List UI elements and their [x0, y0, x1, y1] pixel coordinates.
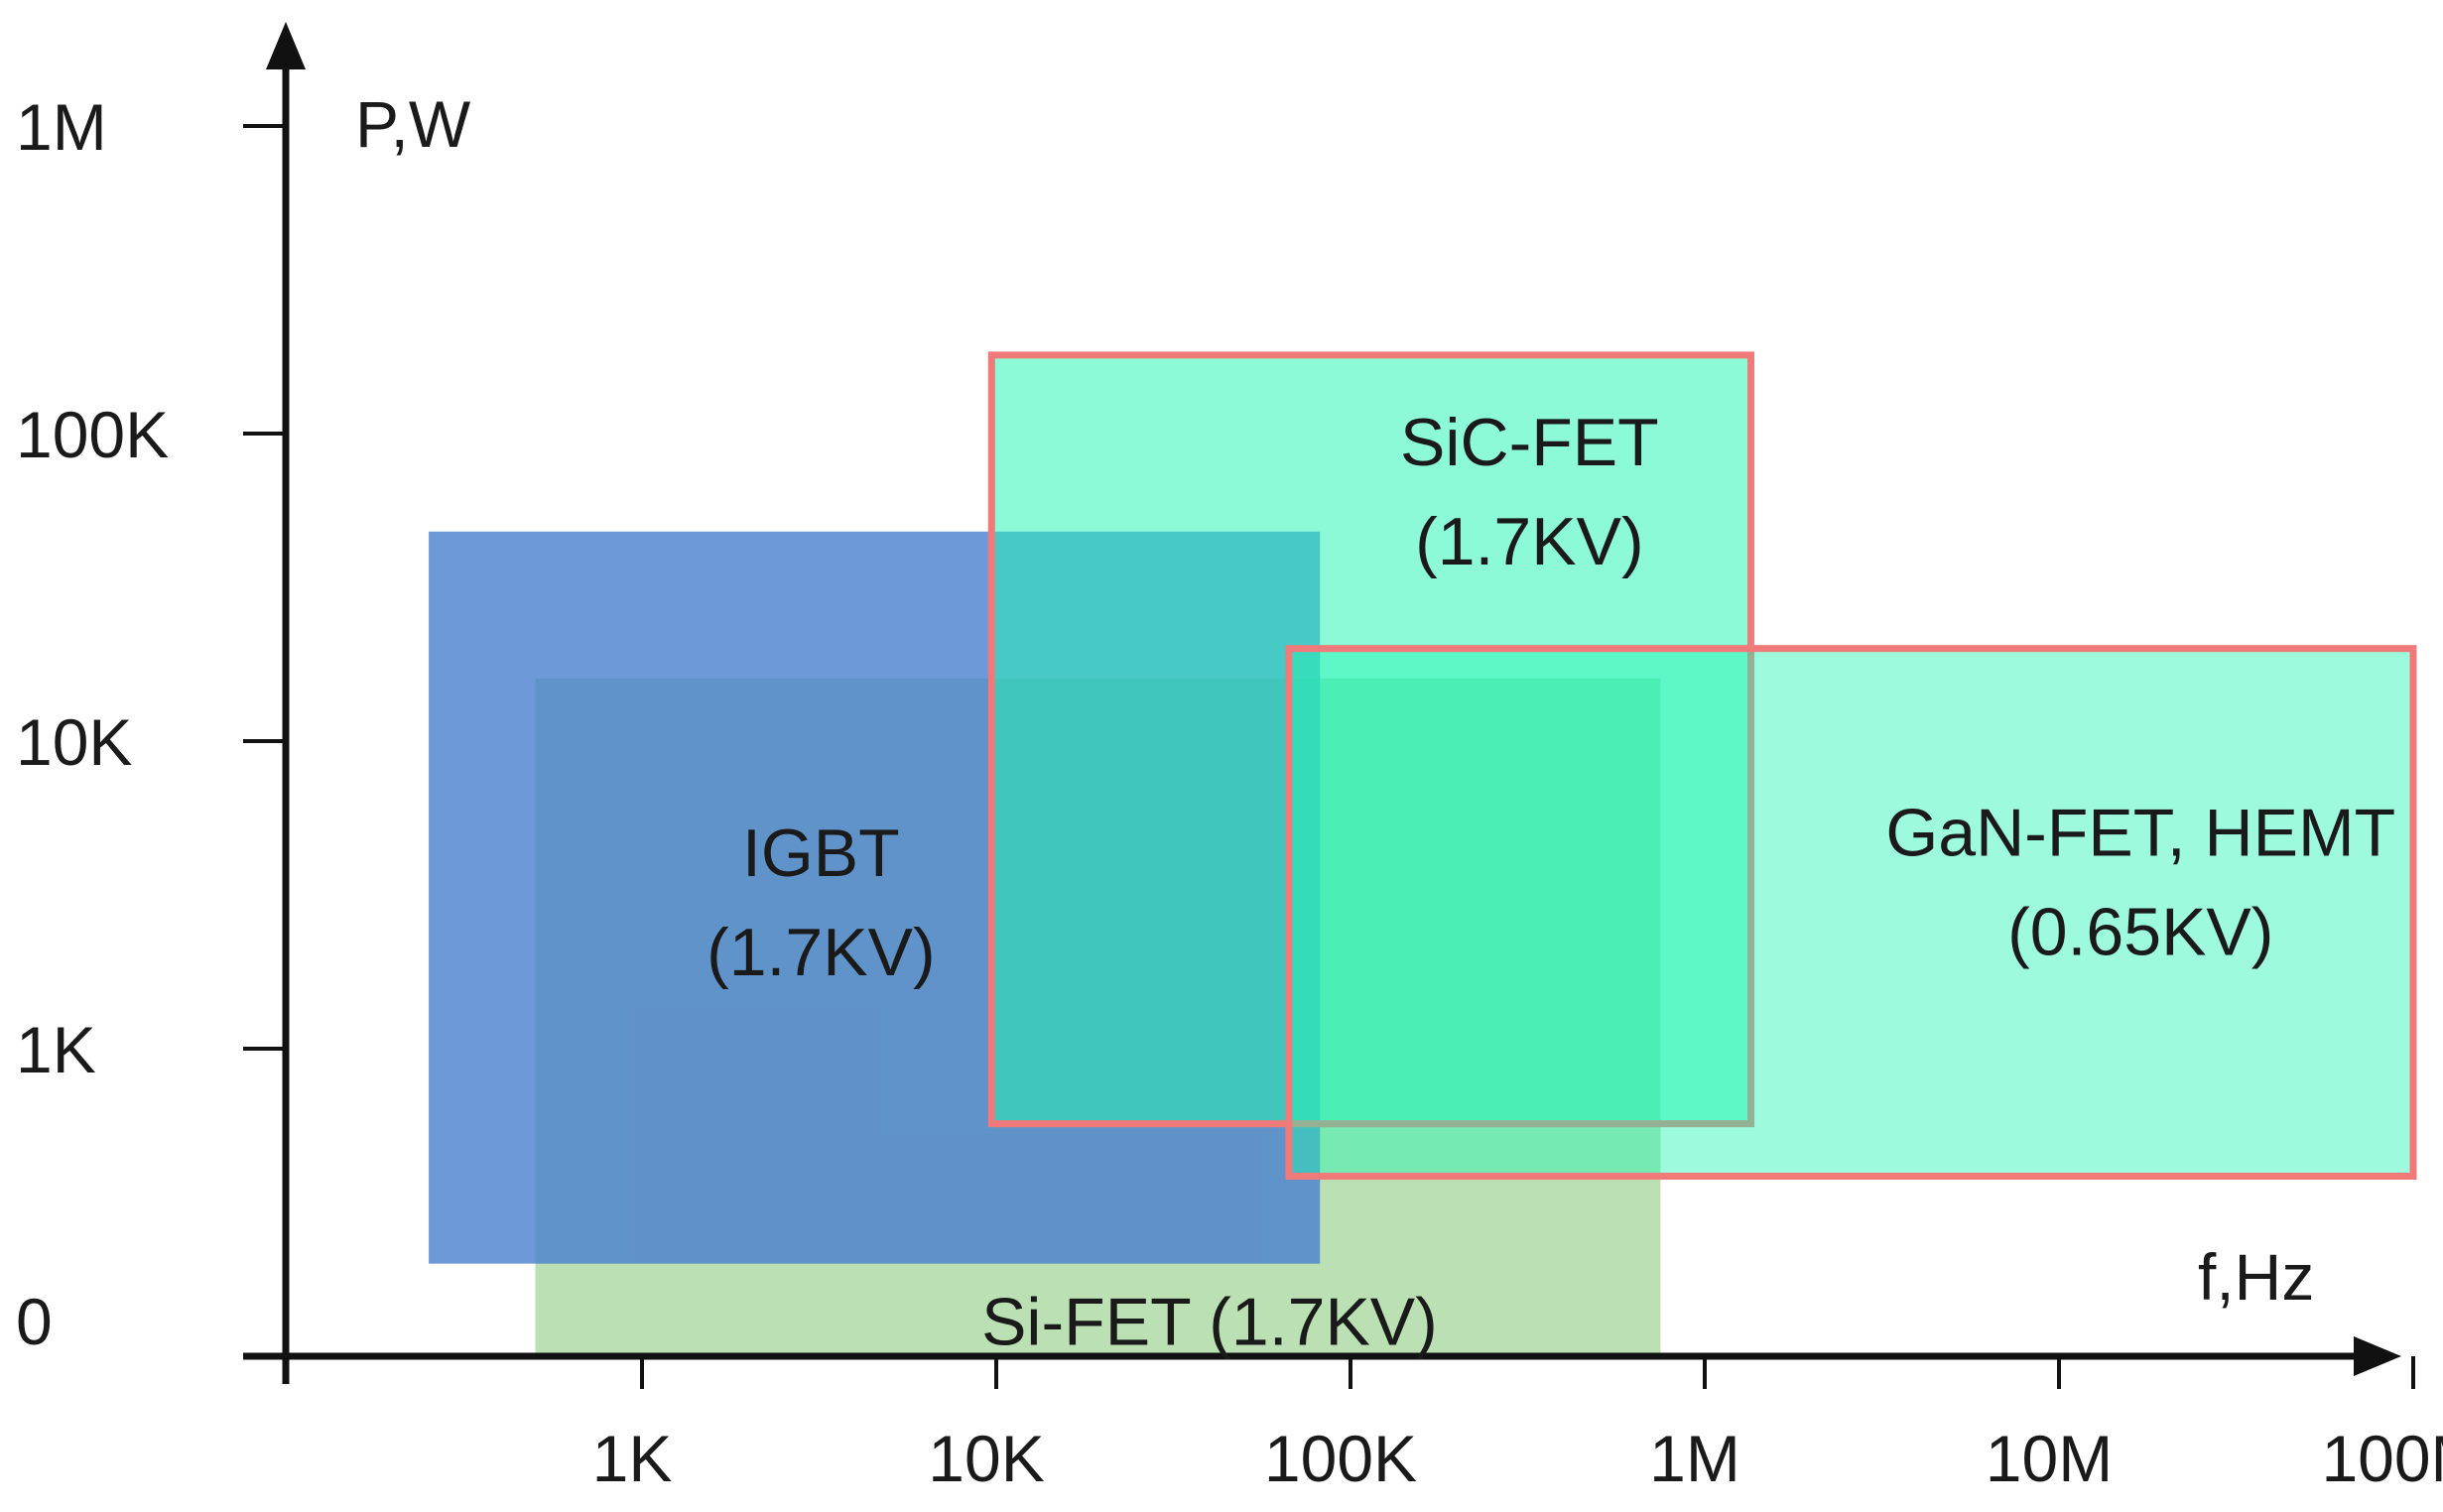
region-label-sic-fet-line-1: SiC-FET	[1400, 405, 1659, 480]
y-axis-arrow-icon	[266, 22, 306, 69]
y-tick-label-1m: 1M	[16, 90, 107, 164]
axes-layer	[243, 22, 2401, 1384]
x-tick-label-100m: 100M	[2321, 1422, 2443, 1495]
region-label-gan-fet-hemt-line-1: GaN-FET, HEMT	[1885, 795, 2395, 870]
x-tick-label-100k: 100K	[1264, 1422, 1417, 1495]
region-gan-fet-hemt	[1285, 645, 2417, 1181]
region-sic-fet	[987, 351, 1755, 1128]
regions-layer	[429, 351, 2417, 1356]
x-axis-arrow-icon	[2354, 1336, 2401, 1376]
region-label-gan-fet-hemt-line-2: (0.65KV)	[2007, 894, 2273, 969]
y-tick-label-100k: 100K	[16, 398, 169, 471]
y-tick-label-1k: 1K	[16, 1013, 96, 1086]
region-label-igbt-line-2: (1.7KV)	[707, 915, 936, 990]
x-tick-label-10m: 10M	[1986, 1422, 2113, 1495]
region-label-si-fet: Si-FET (1.7KV)	[981, 1285, 1438, 1360]
x-axis-title: f,Hz	[2198, 1240, 2314, 1314]
ticks-layer: 1K 10K 100K 1M 10M 100M 1K 10K 100K 1M	[16, 90, 2443, 1495]
x-tick-label-10k: 10K	[928, 1422, 1044, 1495]
x-tick-label-1m: 1M	[1649, 1422, 1740, 1495]
y-zero-label: 0	[16, 1285, 53, 1358]
y-tick-label-10k: 10K	[16, 705, 132, 779]
region-label-sic-fet-line-2: (1.7KV)	[1415, 504, 1644, 579]
y-axis-title: P,W	[355, 87, 471, 161]
labels-layer: P,W f,Hz 0 Si-FET (1.7KV) IGBT (1.7KV) SiC-…	[16, 87, 2395, 1360]
x-tick-label-1k: 1K	[592, 1422, 673, 1495]
region-label-igbt-line-1: IGBT	[742, 816, 900, 891]
